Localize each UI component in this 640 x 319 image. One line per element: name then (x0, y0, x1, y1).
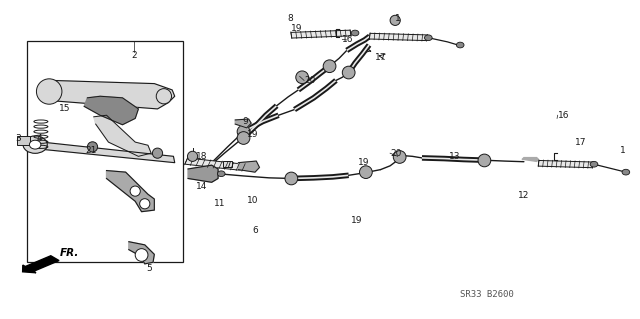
Ellipse shape (156, 89, 172, 104)
Text: 19: 19 (291, 24, 303, 33)
Ellipse shape (36, 79, 62, 104)
Text: 16: 16 (342, 35, 354, 44)
Text: 17: 17 (575, 137, 586, 147)
Text: 19: 19 (246, 130, 258, 139)
Ellipse shape (130, 186, 140, 196)
Ellipse shape (135, 249, 148, 261)
Text: 19: 19 (358, 158, 370, 167)
Polygon shape (129, 242, 154, 264)
Ellipse shape (29, 140, 41, 149)
Text: 1: 1 (395, 14, 401, 23)
Bar (27, 41, 183, 262)
Polygon shape (188, 165, 218, 182)
Ellipse shape (323, 60, 336, 72)
Ellipse shape (140, 199, 150, 209)
Polygon shape (239, 161, 259, 172)
Ellipse shape (218, 171, 225, 177)
Ellipse shape (237, 132, 250, 144)
Text: 20: 20 (304, 76, 316, 85)
Ellipse shape (590, 161, 598, 167)
Polygon shape (33, 141, 175, 163)
Polygon shape (236, 119, 251, 128)
Bar (17, 136, 30, 145)
Text: 15: 15 (60, 104, 71, 113)
Text: SR33 B2600: SR33 B2600 (460, 290, 514, 299)
Ellipse shape (622, 169, 630, 175)
FancyBboxPatch shape (369, 33, 428, 41)
Polygon shape (522, 158, 539, 161)
Text: 12: 12 (518, 191, 529, 200)
Text: 10: 10 (247, 196, 259, 205)
Ellipse shape (351, 30, 359, 36)
Text: 6: 6 (252, 226, 258, 235)
Text: 8: 8 (287, 14, 293, 23)
Polygon shape (45, 80, 175, 109)
Ellipse shape (152, 148, 163, 158)
Ellipse shape (296, 71, 308, 84)
Ellipse shape (342, 66, 355, 79)
Text: FR.: FR. (60, 248, 79, 257)
Text: 4: 4 (37, 134, 42, 144)
Text: 13: 13 (449, 152, 461, 161)
Polygon shape (106, 171, 154, 212)
Ellipse shape (478, 154, 491, 167)
Text: 1: 1 (620, 145, 625, 154)
Text: 17: 17 (375, 53, 387, 62)
Ellipse shape (188, 151, 198, 161)
Text: 2: 2 (131, 51, 137, 60)
Text: 3: 3 (16, 134, 22, 144)
FancyBboxPatch shape (291, 30, 351, 38)
Bar (223, 161, 232, 167)
Ellipse shape (237, 125, 250, 138)
Text: 16: 16 (557, 111, 569, 120)
Text: 5: 5 (147, 264, 152, 273)
Ellipse shape (285, 172, 298, 185)
Ellipse shape (23, 136, 47, 153)
Text: 7: 7 (225, 161, 230, 170)
Text: 20: 20 (390, 149, 401, 158)
Text: 14: 14 (196, 182, 208, 191)
Text: 21: 21 (85, 145, 96, 154)
Text: 9: 9 (243, 117, 248, 126)
FancyBboxPatch shape (185, 158, 245, 170)
FancyArrow shape (22, 256, 59, 273)
Ellipse shape (390, 15, 400, 26)
FancyBboxPatch shape (538, 160, 593, 168)
Ellipse shape (360, 166, 372, 179)
Polygon shape (84, 96, 138, 125)
Text: 19: 19 (351, 216, 363, 225)
Ellipse shape (424, 35, 432, 41)
Ellipse shape (88, 142, 98, 152)
Ellipse shape (394, 151, 406, 163)
Polygon shape (94, 115, 151, 156)
Text: 11: 11 (214, 199, 225, 208)
Text: 18: 18 (196, 152, 207, 161)
Ellipse shape (456, 42, 464, 48)
